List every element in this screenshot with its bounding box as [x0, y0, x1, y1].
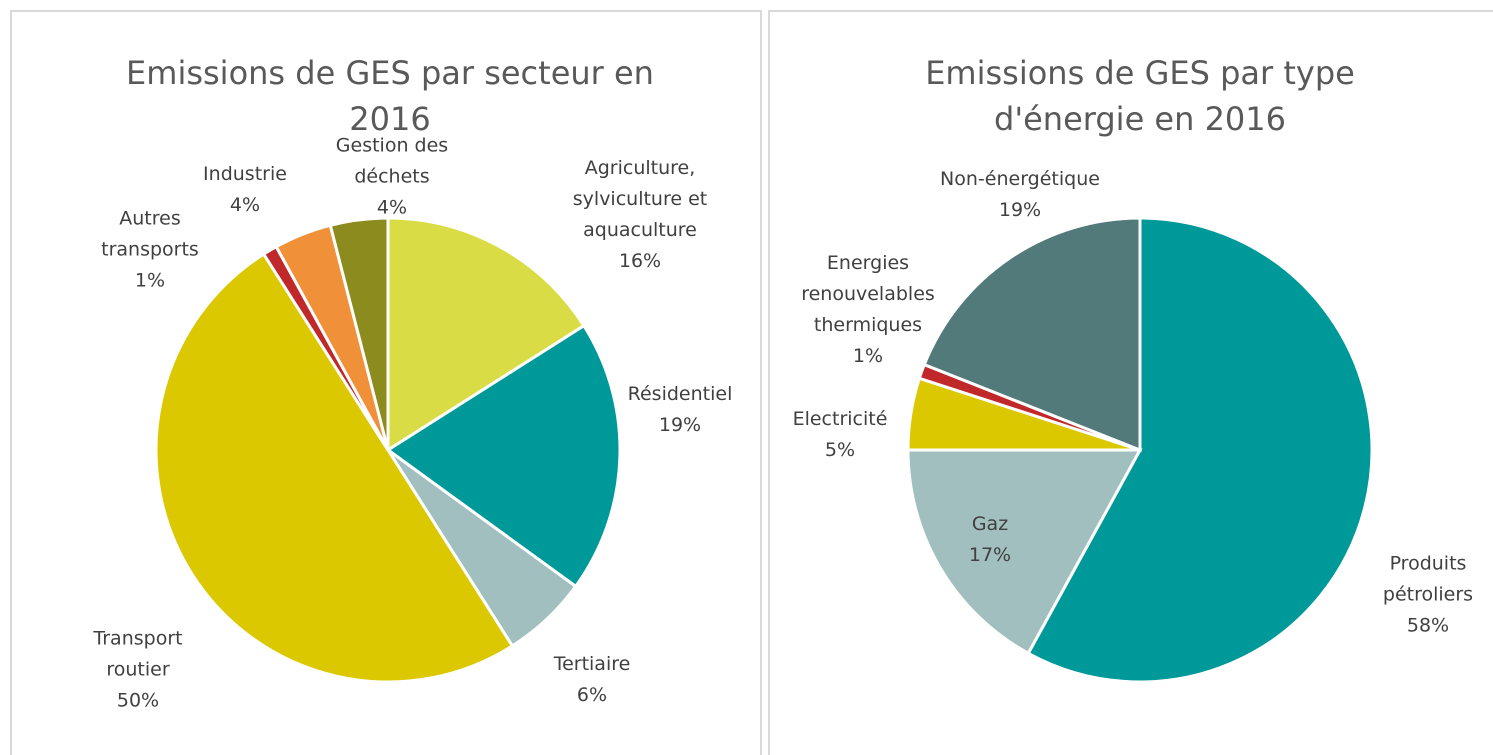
slice-label: Energies renouvelables thermiques 1% [778, 248, 958, 372]
category-label: Produits pétroliers [1382, 552, 1474, 606]
value-label: 19% [658, 414, 702, 436]
chart-title: Emissions de GES par secteur en 2016 [126, 54, 654, 138]
slice-label: Gaz 17% [950, 509, 1030, 571]
pie-slice [922, 216, 1142, 453]
category-label: Agriculture, sylviculture et aquaculture [572, 157, 708, 241]
value-label: 17% [968, 544, 1012, 566]
value-label: 19% [998, 199, 1042, 221]
category-label: Tertiaire [553, 653, 631, 675]
chart-panel [768, 10, 1493, 755]
slice-label: Tertiaire 6% [542, 649, 642, 711]
value-label: 58% [1406, 614, 1450, 637]
pie-slice [386, 216, 586, 453]
pie-slice [154, 252, 515, 684]
slice-label: Electricité 5% [785, 404, 895, 466]
value-label: 16% [618, 250, 662, 272]
category-label: Electricité [792, 408, 888, 430]
slice-label: Industrie 4% [200, 159, 290, 221]
slice-label: Non-énergétique 19% [925, 164, 1115, 226]
value-label: 4% [229, 194, 261, 216]
value-label: 5% [824, 439, 856, 461]
category-label: Industrie [203, 163, 287, 185]
category-label: Non-énergétique [940, 168, 1100, 190]
slice-label: Résidentiel 19% [620, 379, 740, 441]
category-label: Energies renouvelables thermiques [801, 252, 935, 336]
chart-title: Emissions de GES par type d'énergie en 2… [925, 54, 1355, 138]
slice-label: Gestion des déchets 4% [317, 131, 467, 224]
value-label: 6% [576, 684, 608, 706]
pie-slice [1026, 216, 1374, 684]
slice-label: Agriculture, sylviculture et aquaculture… [553, 153, 728, 277]
pie-slice [328, 216, 390, 451]
category-label: Autres transports [101, 207, 199, 261]
pie-slice [385, 323, 622, 589]
category-label: Résidentiel [627, 383, 733, 405]
pie-slice [906, 448, 1143, 656]
value-label: 1% [134, 269, 166, 292]
value-label: 4% [376, 196, 408, 219]
category-label: Transport routier [93, 627, 183, 681]
category-label: Gaz [971, 513, 1009, 535]
slice-label: Produits pétroliers 58% [1373, 549, 1483, 642]
value-label: 50% [116, 689, 160, 712]
slice-label: Autres transports 1% [95, 204, 205, 297]
value-label: 1% [852, 345, 884, 367]
slice-label: Transport routier 50% [78, 624, 198, 717]
chart-panel [10, 10, 762, 755]
category-label: Gestion des déchets [335, 134, 449, 188]
